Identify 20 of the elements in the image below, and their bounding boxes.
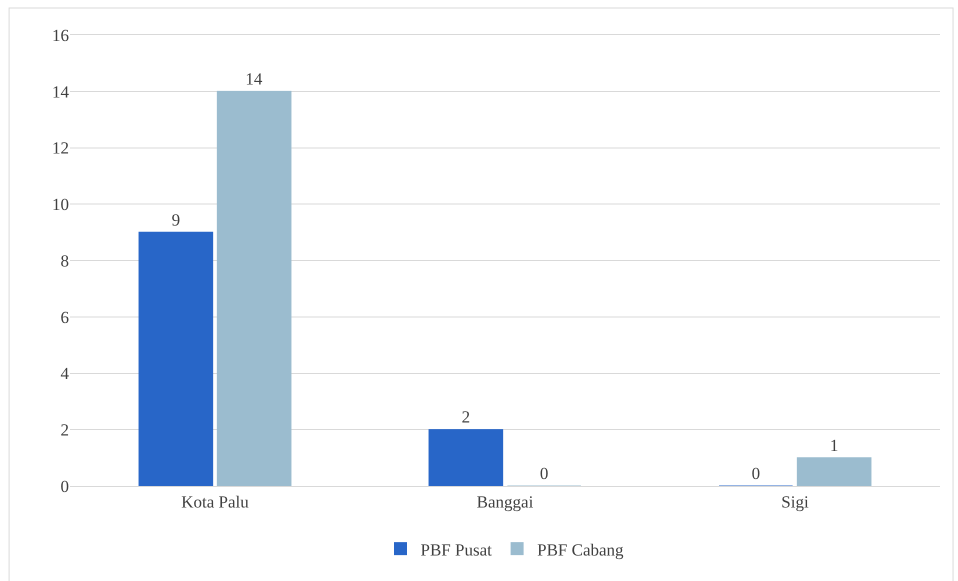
data-label: 1: [830, 436, 838, 455]
legend-label: PBF Cabang: [537, 540, 624, 560]
y-tick-label: 12: [52, 138, 69, 158]
data-label: 9: [172, 210, 180, 230]
y-tick-label: 6: [60, 308, 69, 327]
data-label: 2: [462, 408, 470, 427]
y-tick-label: 4: [60, 364, 70, 384]
y-tick-label: 2: [60, 420, 69, 440]
y-tick-label: 16: [52, 26, 69, 45]
x-tick-label: Banggai: [476, 492, 534, 512]
x-tick-label: Kota Palu: [181, 492, 250, 512]
y-tick-label: 10: [52, 195, 69, 214]
y-tick-label: 8: [60, 251, 69, 270]
legend-label: PBF Pusat: [420, 540, 492, 560]
data-label: 14: [245, 69, 263, 88]
data-label: 0: [752, 464, 760, 483]
y-tick-label: 14: [52, 82, 70, 102]
y-tick-label: 0: [60, 476, 69, 496]
x-tick-label: Sigi: [781, 492, 809, 512]
data-label: 0: [540, 464, 548, 483]
